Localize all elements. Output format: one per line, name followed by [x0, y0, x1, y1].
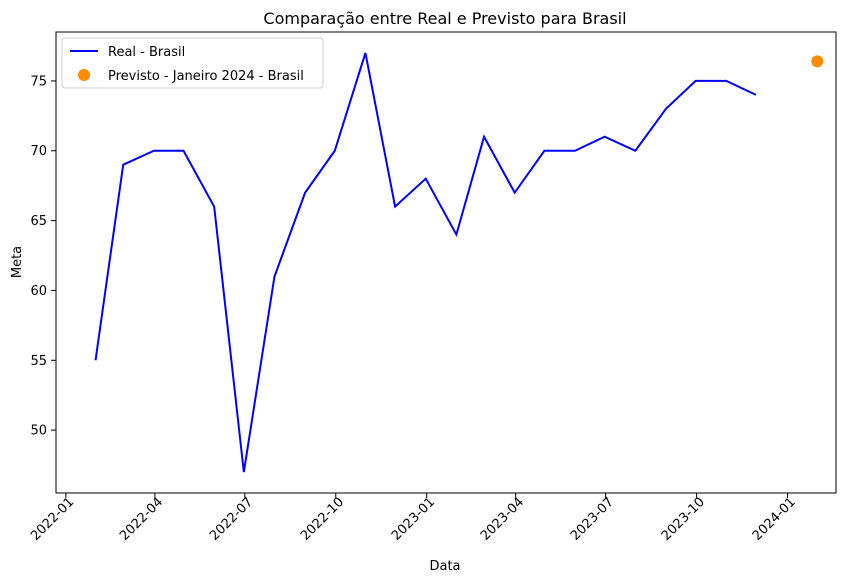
y-tick-label: 70 [30, 144, 47, 159]
series-layer [94, 52, 824, 473]
legend-box [61, 37, 324, 89]
data-point-previsto-brasil [811, 55, 824, 68]
series-line-real-brasil [94, 52, 757, 473]
y-axis-label: Meta [10, 246, 25, 278]
y-tick-label: 55 [30, 354, 47, 369]
plot-frame [55, 31, 837, 494]
y-axis: 50 55 60 65 70 75 [30, 74, 56, 439]
legend-marker-previsto [78, 69, 90, 81]
legend-label-previsto: Previsto - Janeiro 2024 - Brasil [108, 69, 304, 84]
y-tick-label: 60 [30, 284, 47, 299]
legend-label-real: Real - Brasil [108, 45, 185, 60]
y-tick-label: 50 [30, 424, 47, 439]
y-tick-label: 65 [30, 214, 47, 229]
x-axis-label: Data [429, 559, 460, 574]
y-tick-label: 75 [30, 74, 47, 89]
legend: Real - Brasil Previsto - Janeiro 2024 - … [61, 37, 324, 89]
chart-title: Comparação entre Real e Previsto para Br… [263, 9, 626, 28]
